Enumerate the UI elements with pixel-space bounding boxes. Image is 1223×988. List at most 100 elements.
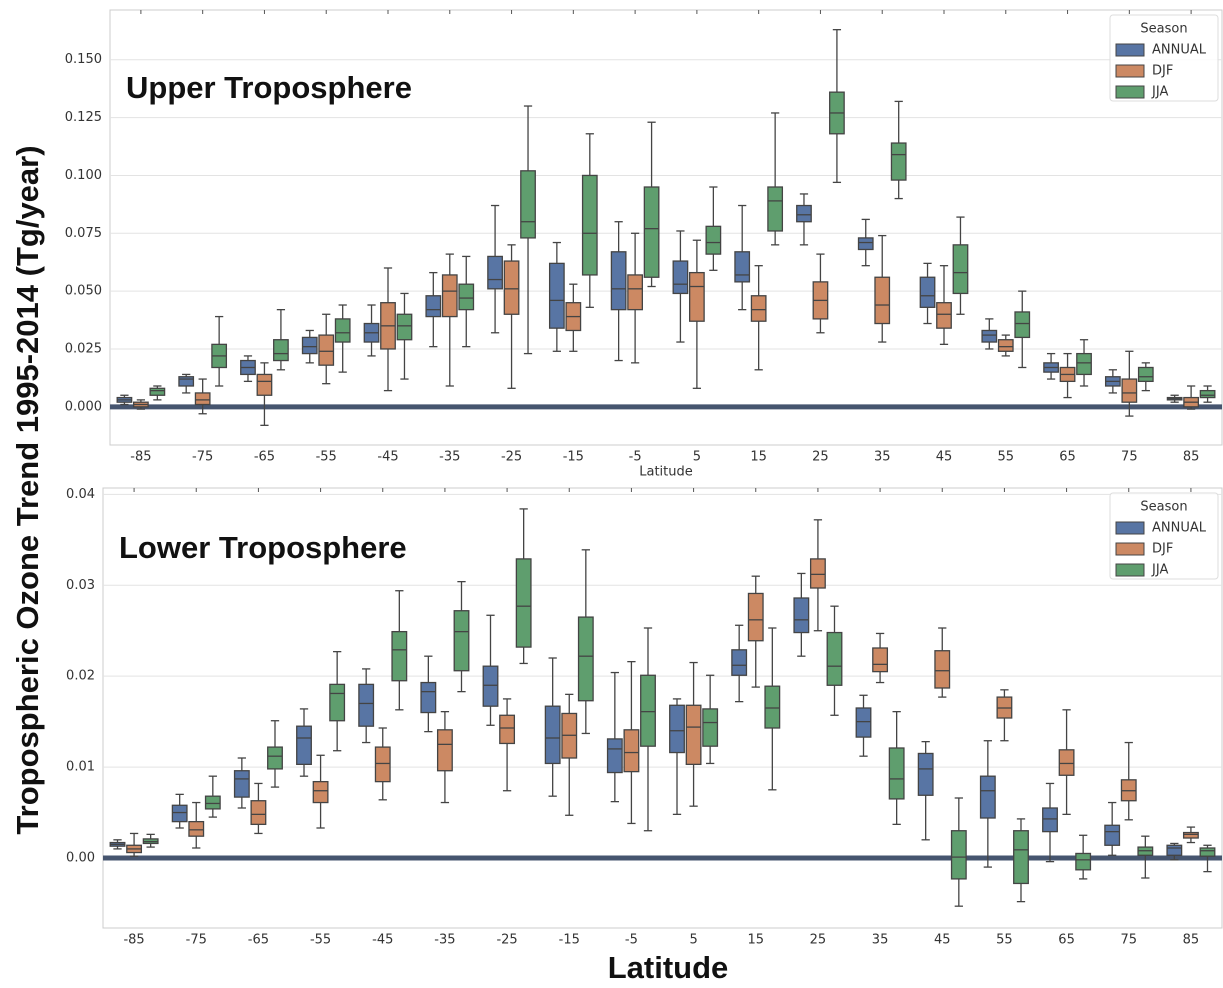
x-tick-label: -5 [629,450,642,465]
box-group [610,221,627,362]
box-group [149,385,166,401]
chart-title: Lower Troposphere [119,530,407,565]
box-group [689,239,705,389]
box-group [204,775,221,818]
box [890,142,907,181]
box [149,387,166,396]
box-group [318,313,335,385]
box-group [312,754,329,829]
legend-label: DJF [1152,64,1173,79]
box [273,339,289,362]
box [358,683,375,727]
legend-box [1109,492,1219,580]
box [734,251,751,283]
box [312,780,329,804]
box [981,329,998,343]
box-group [520,105,536,355]
box [1137,366,1154,383]
box [979,775,996,819]
box-group [565,283,582,352]
box [796,204,812,223]
box-group [979,740,996,868]
x-tick-label: 55 [996,933,1013,948]
box-group [1075,834,1092,880]
box-group [436,710,453,804]
box [581,174,598,276]
x-tick-label: 85 [1183,450,1200,465]
box-group [453,580,470,693]
box [610,251,627,311]
x-axis-label: Latitude [639,465,693,480]
legend-label: JJA [1151,563,1168,578]
box [731,649,748,676]
legend-label: JJA [1151,85,1168,100]
legend-title: Season [1140,500,1187,515]
x-tick-label: 65 [1059,450,1076,465]
box-group [487,204,503,334]
box [855,707,872,738]
x-axis-title: Latitude [608,950,729,985]
box [627,274,643,311]
box-group [250,782,267,835]
box-group [857,218,874,267]
box-group [581,133,598,308]
box-group [640,627,656,832]
legend-swatch [1115,563,1145,577]
box [482,665,499,707]
box [888,747,905,800]
chart-title: Upper Troposphere [126,70,412,105]
box [606,738,623,774]
x-tick-label: 35 [872,933,889,948]
box-group [233,757,250,809]
box [458,283,475,311]
box-group [606,671,623,803]
box-group [374,727,391,801]
box [436,729,453,772]
box [1058,749,1075,776]
box [1199,389,1216,399]
y-tick-label: 0.000 [65,399,102,414]
box [204,795,221,810]
box [640,674,656,747]
box [767,186,784,232]
y-tick-label: 0.025 [65,341,102,356]
box-group [1183,385,1199,410]
box-group [329,650,346,752]
box [934,650,951,689]
box [487,255,503,290]
box [334,318,351,343]
y-tick-label: 0.00 [66,851,95,866]
box-group [917,740,934,841]
box-group [1137,362,1154,392]
box [689,271,705,322]
x-tick-label: 45 [936,450,953,465]
x-tick-label: -85 [123,933,144,948]
x-tick-label: -65 [254,450,275,465]
box-group [420,655,437,733]
box-group [178,373,195,394]
legend-label: ANNUAL [1152,521,1207,536]
box [548,262,565,329]
legend-swatch [1115,64,1145,78]
box-group [548,241,565,352]
box [764,685,781,729]
box [1076,352,1092,376]
x-tick-label: -45 [377,450,398,465]
box-group [499,698,516,792]
y-tick-label: 0.150 [65,52,102,67]
y-tick-label: 0.02 [66,669,95,684]
legend-title: Season [1140,22,1187,37]
plot-area [109,9,1223,446]
x-tick-label: -75 [186,933,207,948]
box-group [767,112,784,246]
box-group [256,362,273,426]
box-group [171,793,188,829]
box-group [997,334,1014,357]
box-group [826,605,843,716]
legend-swatch [1115,43,1145,57]
box [793,597,810,634]
box [171,804,188,823]
box [256,373,273,396]
box [643,186,660,278]
box [544,705,561,765]
